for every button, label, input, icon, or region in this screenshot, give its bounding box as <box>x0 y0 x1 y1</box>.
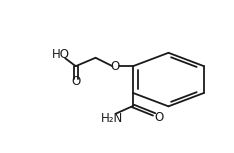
Text: H₂N: H₂N <box>101 112 123 125</box>
Text: O: O <box>154 111 163 124</box>
Text: O: O <box>111 60 120 73</box>
Text: HO: HO <box>51 48 69 61</box>
Text: O: O <box>71 75 80 88</box>
